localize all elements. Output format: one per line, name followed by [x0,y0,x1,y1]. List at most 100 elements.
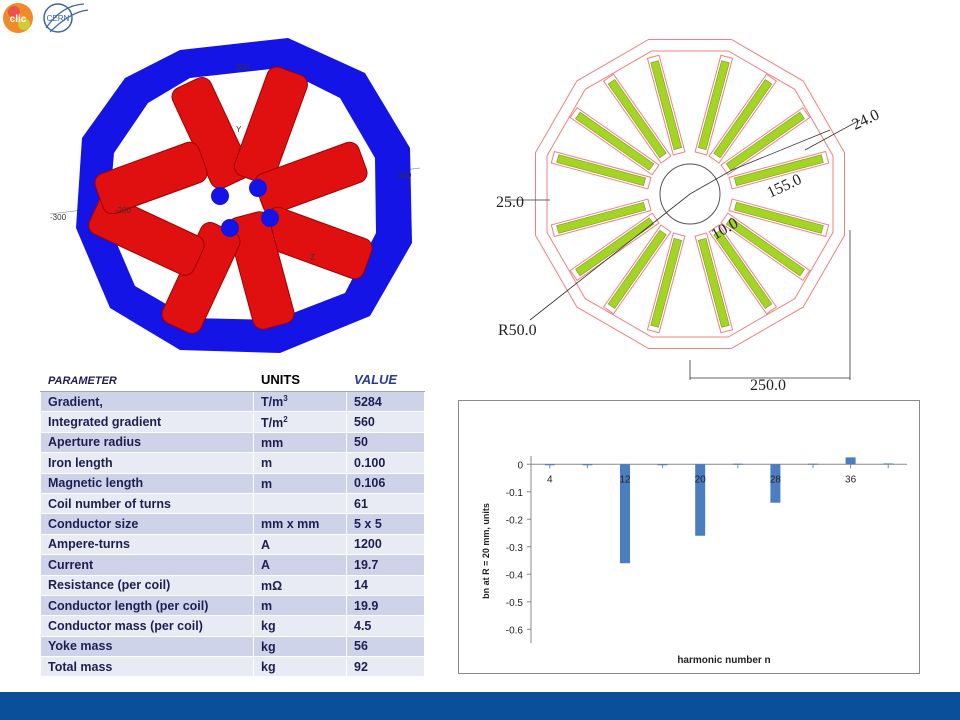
slot-outline [694,54,734,156]
unit-text: m [261,456,273,471]
param-cell: Current [40,554,254,576]
unit-cell: mm x mm [253,513,347,535]
table-row: Yoke mass kg 56 [40,635,425,658]
unit-text: A [261,558,271,573]
x-axis-title: harmonic number n [677,655,770,666]
coil-conductor [650,60,683,150]
coil-slots [550,54,830,334]
outline-polygon [546,50,834,338]
table-row: Iron length m 0.100 [40,452,425,474]
parameter-table-body: PARAMETER UNITS VALUE Gradient, T/m3 5284 I… [40,367,425,678]
unit-text: T/m [261,415,284,430]
unit-text: A [261,538,271,552]
table-row: Coil number of turns 61 [40,492,425,515]
svg-text:200: 200 [236,63,250,72]
coil-2 [233,66,308,185]
coil-slot [720,106,811,176]
footer-bar [0,692,960,720]
bar-n4 [544,464,555,466]
table-row: Aperture radius mm 50 [40,431,425,454]
svg-text:Y: Y [236,125,242,134]
bar-n8 [582,464,593,466]
unit-cell: T/m3 [253,390,347,413]
unit-text: m [261,599,273,614]
y-tick-label: -0.4 [506,570,524,581]
y-axis-title: bn at R = 20 mm, units [481,503,491,599]
coil-slot [569,212,660,282]
chart-labels: 0 -0.1 -0.2 -0.3 -0.4 -0.5 -0.6 4 12 20 28 36 harmon… [481,460,857,666]
value-cell: 4.5 [346,615,425,637]
y-tick-label: -0.5 [506,598,524,609]
dim-r50: R50.0 [498,322,537,339]
coil-slot [602,224,672,315]
coil-slot [708,73,778,164]
param-cell: Total mass [40,656,254,678]
slot-outline [550,150,652,190]
value-cell: 1200 [346,533,425,556]
coil-conductor [734,154,824,187]
param-cell: Integrated gradient [40,411,254,433]
chart-svg: 0 -0.1 -0.2 -0.3 -0.4 -0.5 -0.6 4 12 20 28 36 harmon… [481,456,907,666]
value-cell: 50 [346,431,425,454]
table-row: Conductor mass (per coil) kg 4.5 [40,615,425,637]
coil-slot [728,198,830,238]
bar-n36 [845,457,856,465]
slot-outline [728,198,830,238]
value-cell: 0.100 [346,452,425,474]
coil-conductor [607,229,667,309]
x-tick-label: 28 [770,474,782,485]
dim-25: 25.0 [496,194,524,211]
value-cell: 14 [346,574,425,596]
slot-outline [694,232,734,334]
slot-outline [550,198,652,238]
unit-superscript: 3 [283,394,288,404]
table-row: Current A 19.7 [40,554,425,576]
drawing-svg: 24.0 155.0 10.0 25.0 R50.0 250.0 [496,39,882,394]
param-cell: Gradient, [40,390,254,413]
coil-slot [550,198,652,238]
table-row: Integrated gradient T/m2 560 [40,411,425,433]
slot-outline [708,73,778,164]
unit-text: T/m [261,395,284,410]
bar-n32 [808,463,818,465]
coil-conductor [650,238,683,328]
header-units: UNITS [253,367,347,392]
coil-slot [720,212,811,282]
coil-conductor [556,201,646,234]
unit-cell: m [253,472,347,494]
param-cell: Conductor size [40,513,254,535]
y-tick-label: -0.3 [506,543,524,554]
table-row: Magnetic length m 0.106 [40,472,425,494]
cross-section-drawing: 24.0 155.0 10.0 25.0 R50.0 250.0 [470,30,930,400]
value-cell: 92 [346,656,425,678]
table-row: Resistance (per coil) mΩ 14 [40,574,425,596]
header-parameter: PARAMETER [40,367,254,392]
coil-slot [569,106,660,176]
dimension-labels: 24.0 155.0 10.0 25.0 R50.0 250.0 [496,106,882,394]
coils [88,66,373,334]
slot-outline [602,224,672,315]
slot-outline [646,232,686,334]
svg-text:-200: -200 [115,206,132,215]
bar-n20 [695,464,706,536]
svg-text:Z: Z [310,253,315,262]
x-tick-label: 36 [845,474,857,485]
table-row: Gradient, T/m3 5284 [40,390,425,413]
unit-text: mΩ [261,578,283,593]
table-row: Total mass kg 92 [40,656,425,678]
unit-superscript: 2 [283,414,288,424]
value-cell: 560 [346,411,425,433]
table-row: Conductor length (per coil) m 19.9 [40,594,425,617]
unit-cell: A [253,554,347,576]
value-cell: 5 x 5 [346,513,425,535]
param-cell: Magnetic length [40,472,254,494]
slot-outline [728,150,830,190]
param-cell: Conductor length (per coil) [40,594,254,617]
param-cell: Iron length [40,452,254,474]
cern-logo-text: CERN [47,14,70,23]
coil-conductor [697,238,730,328]
slot-outline [602,73,672,164]
slot-outline [720,212,811,282]
coil-conductor [725,111,805,171]
value-cell: 61 [346,492,425,515]
